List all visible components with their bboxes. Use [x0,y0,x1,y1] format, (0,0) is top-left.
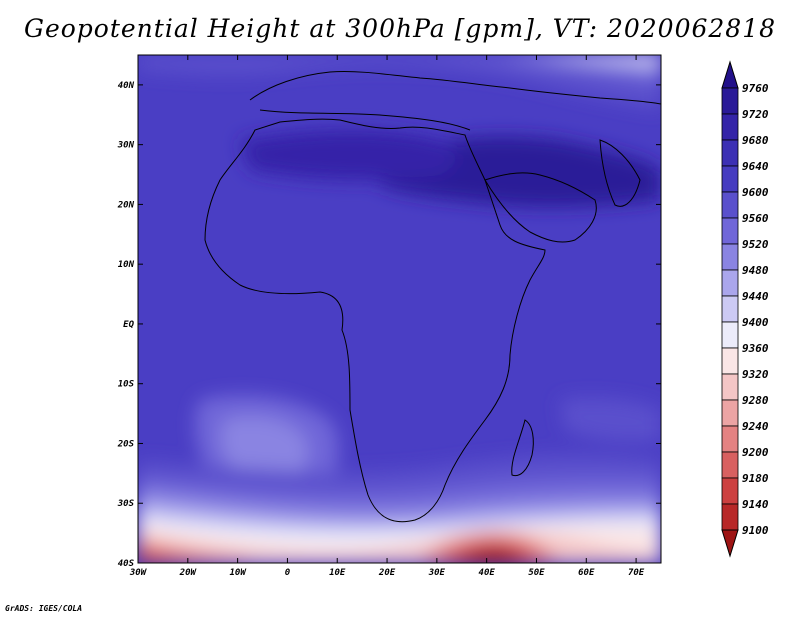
colorbar-swatch [721,87,739,115]
colorbar-swatch [721,295,739,323]
colorbar-label: 9400 [742,316,769,329]
lat-label: 40N [118,81,135,91]
colorbar-label: 9480 [742,264,769,277]
colorbar-label: 9140 [742,498,769,511]
colorbar-swatch [721,347,739,375]
lon-label: 20W [179,568,198,578]
colorbar-label: 9440 [742,290,769,303]
lat-label: 10N [118,260,135,270]
lat-label: 20S [117,439,135,449]
lat-label: EQ [123,320,134,330]
map-frame [137,54,662,564]
lat-label: 10S [118,380,135,390]
colorbar-swatch [721,113,739,141]
colorbar-label: 9200 [742,446,769,459]
colorbar-label: 9560 [742,212,769,225]
coastlines [204,71,661,523]
europe-outline [249,71,661,105]
lat-label: 30N [117,141,135,151]
colorbar-swatch [721,139,739,167]
colorbar-label: 9320 [742,368,769,381]
lat-label: 20N [117,200,135,210]
lon-label: 0 [285,568,291,578]
lon-label: 10E [329,568,346,578]
colorbar-top-arrow [721,60,739,89]
lon-label: 70E [628,568,645,578]
lon-label: 30E [428,568,446,578]
colorbar-label: 9720 [742,108,769,121]
colorbar-label: 9680 [742,134,769,147]
colorbar-swatch [721,425,739,453]
lon-label: 10W [229,568,247,578]
colorbar-swatch [721,191,739,219]
mediterranean-outline [259,109,471,131]
colorbar-swatch [721,503,739,531]
india-outline [599,139,641,207]
lat-label: 30S [117,499,135,509]
colorbar-label: 9180 [742,472,769,485]
madagascar-outline [511,419,534,477]
latitude-axis: 40N 30N 20N 10N EQ 10S 20S 30S 40S [117,81,661,569]
colorbar-label: 9240 [742,420,769,433]
longitude-axis: 30W 20W 10W 0 10E 20E 30E 40E 50E 60E 70E [129,55,645,578]
lon-label: 30W [129,568,148,578]
colorbar-swatch [721,269,739,297]
colorbar-label: 9520 [742,238,769,251]
arabia-outline [484,172,597,243]
colorbar-swatch [721,217,739,245]
colorbar-swatch [721,477,739,505]
map-title: Geopotential Height at 300hPa [gpm], VT:… [23,14,777,43]
colorbar-label: 9280 [742,394,769,407]
colorbar-swatch [721,451,739,479]
colorbar-label: 9600 [742,186,769,199]
colorbar-label: 9640 [742,160,769,173]
colorbar-swatch [721,321,739,349]
africa-outline [204,118,546,523]
height-field [138,55,661,563]
lon-label: 20E [378,568,396,578]
colorbar-label: 9100 [742,524,769,537]
colorbar-bottom-arrow [721,529,739,558]
grads-credit: GrADS: IGES/COLA [5,604,83,613]
colorbar-swatch [721,243,739,271]
lon-label: 40E [479,568,496,578]
colorbar-swatch [721,373,739,401]
colorbar-swatch [721,399,739,427]
colorbar-label: 9760 [742,82,769,95]
lon-label: 60E [578,568,595,578]
lon-label: 50E [528,568,545,578]
colorbar-swatch [721,165,739,193]
colorbar: 9760 9720 9680 9640 9600 9560 9520 9480 9440 9400… [721,60,769,558]
lat-label: 40S [118,559,135,569]
colorbar-label: 9360 [742,342,769,355]
